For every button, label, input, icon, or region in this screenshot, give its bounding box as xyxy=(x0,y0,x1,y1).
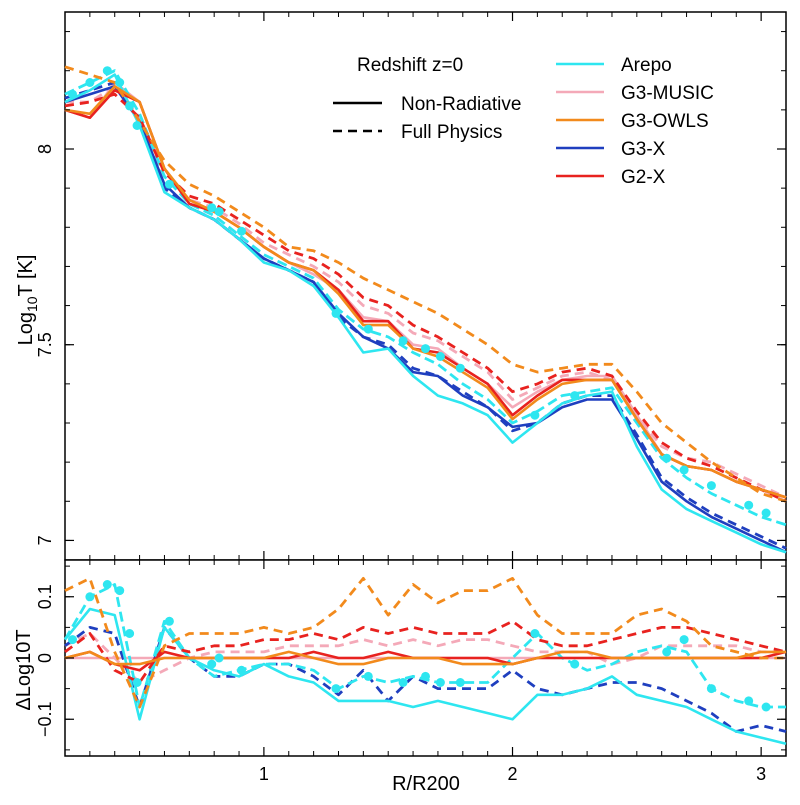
residual-markers xyxy=(68,580,771,712)
main-arepo-marker xyxy=(761,508,771,518)
main-arepo-solid-line xyxy=(64,73,787,554)
residual-arepo-marker xyxy=(679,635,689,645)
residual-arepo-marker xyxy=(421,671,430,681)
residual-arepo-marker xyxy=(530,629,540,638)
residual-x-tick-label: 3 xyxy=(756,764,766,784)
residual-arepo-marker xyxy=(85,592,95,602)
main-arepo-marker xyxy=(115,78,125,87)
residual-x-ticks: 1 2 3 xyxy=(89,560,787,784)
main-y-tick-label: 7 xyxy=(35,535,55,545)
residual-g3-x-dashed-line xyxy=(64,626,787,733)
residual-arepo-marker xyxy=(455,678,465,687)
main-arepo-marker xyxy=(207,203,217,213)
residual-arepo-marker xyxy=(164,616,174,626)
main-arepo-marker xyxy=(102,66,112,76)
main-arepo-marker xyxy=(125,101,135,111)
main-arepo-marker xyxy=(214,207,224,217)
main-arepo-marker xyxy=(68,89,77,99)
main-arepo-marker xyxy=(132,121,142,130)
main-y-tick-label: 8 xyxy=(35,144,55,154)
residual-arepo-marker xyxy=(398,678,408,687)
main-arepo-marker xyxy=(435,352,445,361)
residual-arepo-marker xyxy=(435,678,445,687)
main-g3-owls-dashed-line xyxy=(64,65,787,503)
residual-arepo-marker xyxy=(214,653,224,663)
main-arepo-marker xyxy=(164,179,174,189)
residual-plot-panel: 1 2 3 −0.1 0 0.1 xyxy=(35,559,787,784)
main-arepo-marker xyxy=(570,391,580,401)
residual-g3-music-dashed-line xyxy=(64,632,786,684)
main-x-ticks xyxy=(89,12,787,560)
residual-arepo-marker xyxy=(761,702,771,712)
residual-x-tick-label: 2 xyxy=(508,764,518,784)
residual-arepo-solid-line xyxy=(63,607,787,746)
residual-y-tick-label: −0.1 xyxy=(35,701,55,737)
legend-g3-x-label: G3-X xyxy=(621,139,666,160)
main-arepo-marker xyxy=(679,465,689,475)
residual-arepo-marker xyxy=(744,696,754,706)
legend-g3-owls-label: G3-OWLS xyxy=(621,111,709,132)
main-arepo-marker xyxy=(237,226,246,236)
residual-arepo-marker xyxy=(132,678,142,687)
residual-y-tick-label: 0 xyxy=(35,653,55,663)
residual-y-ticks: −0.1 0 0.1 xyxy=(35,565,786,751)
residual-arepo-marker xyxy=(570,659,580,669)
residual-arepo-marker xyxy=(207,659,217,669)
residual-arepo-marker xyxy=(662,647,672,657)
residual-arepo-marker xyxy=(125,629,135,638)
residual-g2-x-dashed-line xyxy=(64,619,787,684)
main-y-axis-label-subscript: 10 xyxy=(24,296,40,312)
main-arepo-marker xyxy=(421,344,430,354)
residual-arepo-marker xyxy=(102,580,112,589)
main-plot-panel: 77.58 xyxy=(35,11,787,561)
main-arepo-marker xyxy=(455,363,465,373)
residual-y-tick-label: 0.1 xyxy=(35,584,55,609)
residual-arepo-marker xyxy=(115,586,125,596)
legend-non-radiative-label: Non-Radiative xyxy=(401,94,521,115)
x-axis-label: R/R200 xyxy=(392,773,460,795)
residual-arepo-marker xyxy=(237,665,246,675)
residual-arepo-marker xyxy=(363,671,373,681)
main-arepo-marker xyxy=(744,500,754,510)
residual-y-axis-label: ΔLog10T xyxy=(13,629,35,710)
legend-g2-x-label: G2-X xyxy=(621,167,666,188)
main-y-tick-label: 7.5 xyxy=(35,332,55,357)
main-arepo-marker xyxy=(85,78,95,87)
main-arepo-marker xyxy=(363,324,373,334)
main-arepo-marker xyxy=(398,336,408,346)
main-y-ticks: 77.58 xyxy=(35,31,786,545)
legend-arepo-label: Arepo xyxy=(621,55,672,76)
main-g2-x-dashed-line xyxy=(64,92,787,503)
main-plot-frame xyxy=(64,11,787,561)
main-arepo-marker xyxy=(530,410,540,420)
main-y-axis-label-log: Log xyxy=(15,312,37,345)
legend-full-physics-label: Full Physics xyxy=(401,122,502,143)
main-y-axis-label-tail: T [K] xyxy=(15,255,37,297)
legend-title: Redshift z=0 xyxy=(357,55,463,76)
main-arepo-marker xyxy=(706,481,716,491)
legend: Redshift z=0 Non-Radiative Full Physics … xyxy=(333,55,714,188)
residual-arepo-marker xyxy=(706,684,716,694)
main-arepo-marker xyxy=(331,308,341,318)
main-arepo-marker xyxy=(662,453,672,463)
main-markers xyxy=(68,66,771,518)
residual-g3-owls-solid-line xyxy=(64,650,786,666)
main-y-axis-label: Log10T [K] xyxy=(15,255,40,346)
residual-arepo-marker xyxy=(331,684,341,694)
legend-g3-music-label: G3-MUSIC xyxy=(621,83,714,104)
residual-arepo-marker xyxy=(68,635,77,645)
residual-g3-owls-dashed-line xyxy=(64,577,786,709)
residual-x-tick-label: 1 xyxy=(259,764,269,784)
